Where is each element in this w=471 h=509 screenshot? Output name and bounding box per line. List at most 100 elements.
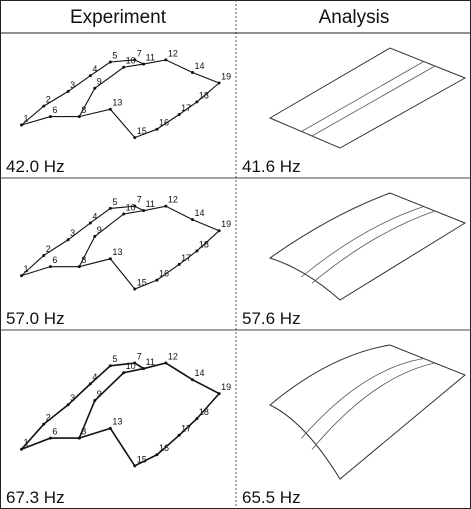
node-point bbox=[20, 448, 23, 451]
node-label: 9 bbox=[97, 77, 102, 87]
node-label: 17 bbox=[181, 424, 191, 434]
node-point bbox=[20, 124, 23, 127]
node-point bbox=[67, 238, 70, 241]
node-label: 16 bbox=[159, 268, 169, 278]
node-point bbox=[78, 265, 81, 268]
node-label: 2 bbox=[46, 94, 51, 104]
node-point bbox=[142, 367, 145, 370]
node-label: 14 bbox=[194, 368, 204, 378]
node-point bbox=[93, 399, 96, 402]
node-label: 6 bbox=[52, 255, 57, 265]
node-point bbox=[109, 207, 112, 210]
column-header: Experiment bbox=[70, 7, 167, 28]
node-label: 5 bbox=[112, 197, 117, 207]
node-point bbox=[155, 453, 158, 456]
node-point bbox=[164, 362, 167, 365]
node-label: 7 bbox=[137, 48, 142, 58]
node-label: 4 bbox=[92, 64, 97, 74]
node-point bbox=[49, 437, 52, 440]
node-point bbox=[42, 254, 45, 257]
node-point bbox=[178, 113, 181, 116]
plate-outline bbox=[270, 48, 465, 148]
node-label: 1 bbox=[24, 438, 29, 448]
node-label: 1 bbox=[24, 113, 29, 123]
node-label: 16 bbox=[159, 443, 169, 453]
node-label: 11 bbox=[146, 199, 155, 209]
node-label: 3 bbox=[70, 393, 75, 403]
node-label: 15 bbox=[137, 126, 147, 136]
experiment-frequency: 57.0 Hz bbox=[6, 309, 65, 328]
mode-shape-table: Experiment Analysis 12634578910111213141… bbox=[0, 0, 471, 509]
node-point bbox=[191, 218, 194, 221]
node-point bbox=[42, 423, 45, 426]
node-label: 7 bbox=[137, 351, 142, 361]
node-label: 10 bbox=[126, 202, 136, 212]
node-point bbox=[195, 100, 198, 103]
plate-fold bbox=[312, 363, 435, 449]
node-point bbox=[67, 90, 70, 93]
plate-fold bbox=[312, 66, 435, 136]
node-point bbox=[133, 464, 136, 467]
node-label: 15 bbox=[137, 277, 147, 287]
node-label: 3 bbox=[70, 228, 75, 238]
node-label: 18 bbox=[199, 239, 209, 249]
node-point bbox=[49, 115, 52, 118]
node-point bbox=[218, 229, 221, 232]
node-point bbox=[122, 213, 125, 216]
node-point bbox=[67, 403, 70, 406]
plate-outline bbox=[270, 345, 465, 479]
node-point bbox=[78, 437, 81, 440]
node-point bbox=[93, 87, 96, 90]
node-point bbox=[164, 205, 167, 208]
node-label: 13 bbox=[112, 417, 122, 427]
node-label: 4 bbox=[92, 372, 97, 382]
node-point bbox=[109, 364, 112, 367]
node-point bbox=[164, 58, 167, 61]
node-label: 8 bbox=[81, 105, 86, 115]
node-point bbox=[109, 108, 112, 111]
node-label: 19 bbox=[221, 382, 231, 392]
node-label: 18 bbox=[199, 90, 209, 100]
node-point bbox=[133, 288, 136, 291]
node-label: 8 bbox=[81, 255, 86, 265]
node-point bbox=[178, 434, 181, 437]
node-label: 13 bbox=[112, 247, 122, 257]
node-label: 14 bbox=[194, 208, 204, 218]
node-label: 17 bbox=[181, 253, 191, 263]
node-label: 2 bbox=[46, 413, 51, 423]
node-label: 6 bbox=[52, 105, 57, 115]
node-label: 15 bbox=[137, 454, 147, 464]
analysis-frequency: 65.5 Hz bbox=[242, 488, 301, 507]
node-label: 10 bbox=[126, 361, 136, 371]
node-label: 19 bbox=[221, 71, 231, 81]
node-label: 1 bbox=[24, 264, 29, 274]
plate-outline bbox=[270, 193, 465, 300]
node-point bbox=[109, 427, 112, 430]
node-point bbox=[218, 82, 221, 85]
node-point bbox=[191, 71, 194, 74]
node-label: 9 bbox=[97, 389, 102, 399]
node-point bbox=[42, 105, 45, 108]
plate-fold bbox=[312, 211, 435, 283]
node-point bbox=[155, 128, 158, 131]
node-point bbox=[142, 209, 145, 212]
plate-fold bbox=[302, 62, 424, 132]
node-label: 10 bbox=[126, 56, 136, 66]
node-point bbox=[89, 74, 92, 77]
table: Experiment Analysis 12634578910111213141… bbox=[0, 0, 471, 509]
node-label: 12 bbox=[168, 351, 178, 361]
node-point bbox=[191, 378, 194, 381]
node-label: 14 bbox=[194, 61, 204, 71]
node-point bbox=[218, 392, 221, 395]
node-point bbox=[49, 265, 52, 268]
node-label: 8 bbox=[81, 426, 86, 436]
node-label: 5 bbox=[112, 354, 117, 364]
node-point bbox=[122, 371, 125, 374]
experiment-frequency: 42.0 Hz bbox=[6, 157, 65, 176]
node-point bbox=[195, 417, 198, 420]
node-label: 5 bbox=[112, 50, 117, 60]
node-point bbox=[89, 221, 92, 224]
analysis-frequency: 41.6 Hz bbox=[242, 157, 301, 176]
node-label: 12 bbox=[168, 195, 178, 205]
node-label: 12 bbox=[168, 48, 178, 58]
